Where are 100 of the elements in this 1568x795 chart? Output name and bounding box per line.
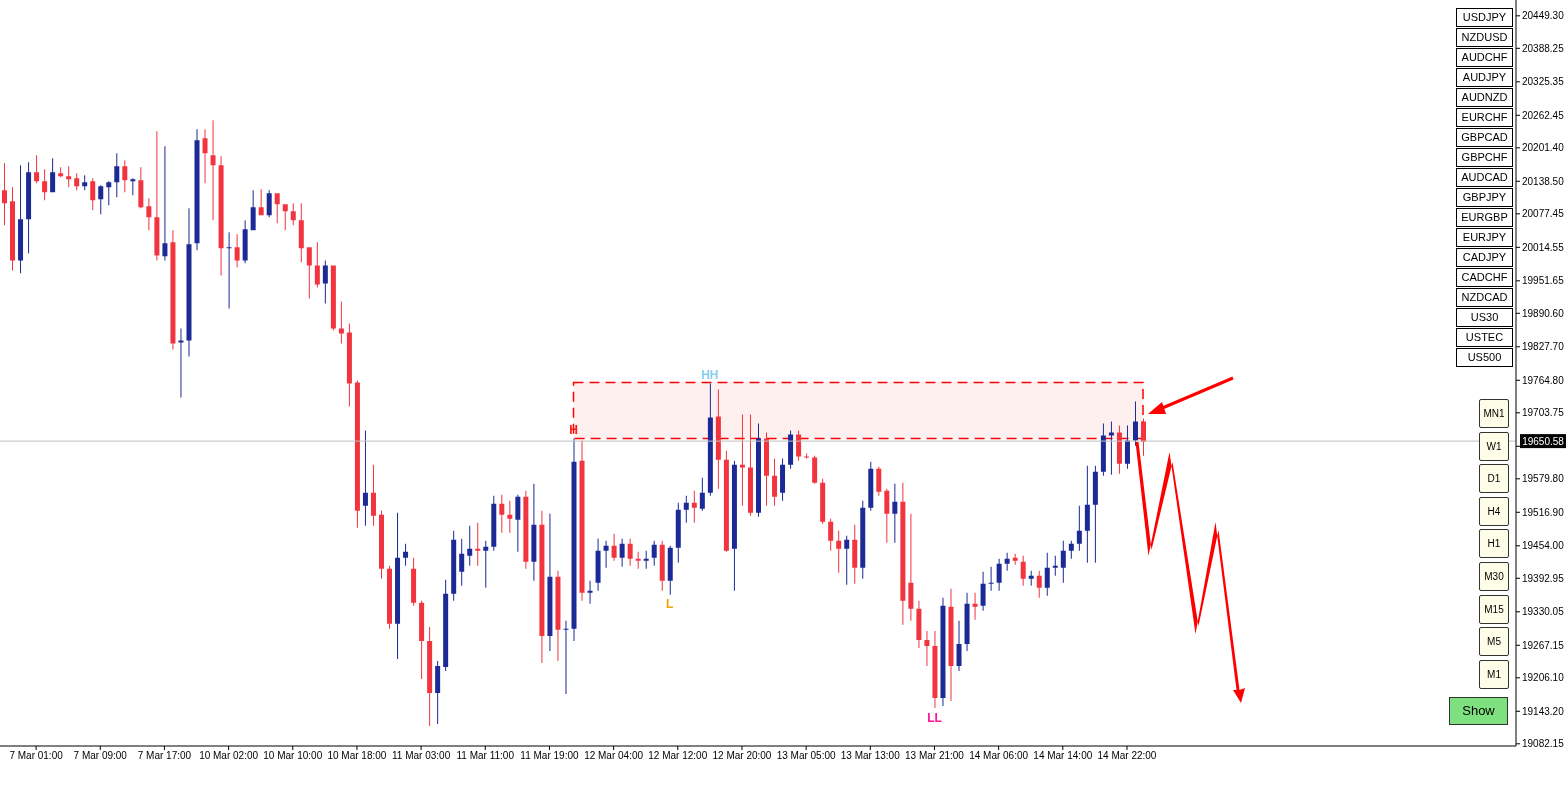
candlestick	[362, 430, 368, 526]
candlestick	[892, 483, 898, 543]
timeframe-button: H1	[1479, 529, 1509, 559]
y-tick-label: 19206.10	[1522, 672, 1565, 684]
x-tick-label: 14 Mar 22:00	[1097, 750, 1157, 762]
candlestick	[1028, 570, 1034, 586]
x-tick-label: 10 Mar 10:00	[263, 750, 323, 762]
symbol-button: US500	[1456, 348, 1513, 367]
timeframe-button: M1	[1479, 659, 1509, 689]
symbol-button: EURCHF	[1456, 108, 1513, 127]
candlestick	[210, 120, 216, 221]
candlestick	[635, 551, 641, 569]
symbol-button: GBPCAD	[1456, 128, 1513, 147]
x-tick-label: 12 Mar 20:00	[712, 750, 772, 762]
timeframe-button: M5	[1479, 627, 1509, 657]
candlestick	[587, 580, 593, 604]
show-button: Show	[1449, 697, 1508, 725]
y-tick-label: 19082.15	[1522, 738, 1565, 750]
y-tick-label: 19454.00	[1522, 540, 1565, 552]
x-tick-label: 10 Mar 02:00	[199, 750, 259, 762]
symbol-button: NZDUSD	[1456, 28, 1513, 47]
x-tick-label: 11 Mar 11:00	[456, 750, 515, 762]
candlestick	[972, 592, 978, 620]
y-tick-label: 19890.60	[1522, 307, 1565, 319]
symbol-button: GBPCHF	[1456, 148, 1513, 167]
candlestick	[130, 178, 136, 196]
y-tick-label: 19579.80	[1522, 473, 1565, 485]
candlestick	[483, 540, 489, 588]
y-tick-label: 20077.45	[1522, 208, 1565, 220]
x-tick-label: 13 Mar 05:00	[776, 750, 837, 762]
y-tick-label: 19143.20	[1522, 705, 1565, 717]
candlestick	[475, 522, 481, 566]
candlestick	[467, 525, 473, 566]
candlestick	[2, 163, 7, 226]
candlestick	[162, 146, 168, 261]
candlestick	[507, 500, 513, 533]
x-tick-label: 10 Mar 18:00	[327, 750, 387, 762]
x-tick-label: 11 Mar 03:00	[392, 750, 451, 762]
symbol-button: AUDCHF	[1456, 48, 1513, 67]
candlestick	[924, 630, 930, 666]
x-tick-label: 12 Mar 04:00	[584, 750, 644, 762]
y-tick-label: 19827.70	[1522, 341, 1565, 353]
y-tick-label: 20262.45	[1522, 109, 1565, 121]
candlestick	[603, 540, 609, 568]
timeframe-button: MN1	[1479, 399, 1509, 428]
y-tick-label: 20138.50	[1522, 175, 1565, 187]
timeframe-button: M30	[1479, 562, 1509, 591]
candlestick	[563, 620, 569, 694]
symbol-button: NZDCAD	[1456, 288, 1513, 307]
timeframe-button: W1	[1479, 431, 1509, 461]
y-tick-label: 19392.95	[1522, 572, 1565, 584]
symbol-button: AUDJPY	[1456, 68, 1513, 87]
timeframe-button: D1	[1479, 464, 1509, 494]
candlestick	[338, 301, 344, 344]
x-tick-label: 13 Mar 21:00	[905, 750, 965, 762]
candlestick	[178, 328, 184, 398]
y-tick-label: 19516.90	[1522, 506, 1565, 518]
candlestick	[988, 566, 994, 591]
x-tick-label: 11 Mar 19:00	[520, 750, 579, 762]
y-tick-label: 19951.65	[1522, 275, 1565, 287]
y-tick-label: 19764.80	[1522, 374, 1565, 386]
x-tick-label: 14 Mar 14:00	[1033, 750, 1093, 762]
y-tick-label: 19703.75	[1522, 407, 1565, 419]
x-tick-label: 12 Mar 12:00	[648, 750, 708, 762]
symbol-button: USTEC	[1456, 328, 1513, 347]
candlestick	[106, 181, 112, 206]
y-tick-label: 19330.05	[1522, 606, 1565, 618]
candlestick	[739, 414, 745, 506]
candlestick	[643, 550, 649, 569]
annotation: LL	[927, 710, 942, 725]
symbol-button: GBPJPY	[1456, 188, 1513, 207]
candlestick	[844, 535, 850, 585]
candlestick	[226, 232, 232, 309]
y-tick-label: 20014.55	[1522, 241, 1565, 253]
x-tick-label: 7 Mar 09:00	[73, 750, 128, 762]
candlestick	[836, 530, 842, 573]
ref-line-label: 19650.58	[1522, 436, 1565, 448]
symbol-button: EURJPY	[1456, 228, 1513, 247]
candlestick	[66, 166, 72, 188]
candlestick	[804, 453, 810, 459]
candlestick	[1052, 555, 1058, 576]
y-tick-label: 20449.30	[1522, 10, 1565, 22]
x-tick-label: 7 Mar 17:00	[137, 750, 192, 762]
y-tick-label: 20388.25	[1522, 42, 1565, 54]
y-tick-label: 20325.35	[1522, 76, 1565, 88]
annotation: L	[666, 597, 674, 612]
symbol-button: AUDCAD	[1456, 168, 1513, 187]
x-tick-label: 7 Mar 01:00	[9, 750, 64, 762]
symbol-button: CADCHF	[1456, 268, 1513, 287]
candlestick	[691, 490, 697, 523]
symbol-button: CADJPY	[1456, 248, 1513, 267]
symbol-button: US30	[1456, 308, 1513, 327]
timeframe-button: H4	[1479, 496, 1509, 526]
symbol-button: AUDNZD	[1456, 88, 1513, 107]
annotation: HH	[701, 367, 719, 382]
x-tick-label: 13 Mar 13:00	[840, 750, 901, 762]
symbol-button: USDJPY	[1456, 8, 1513, 27]
candlestick	[1108, 421, 1114, 475]
timeframe-button: M15	[1479, 594, 1509, 624]
symbol-button: EURGBP	[1456, 208, 1513, 227]
